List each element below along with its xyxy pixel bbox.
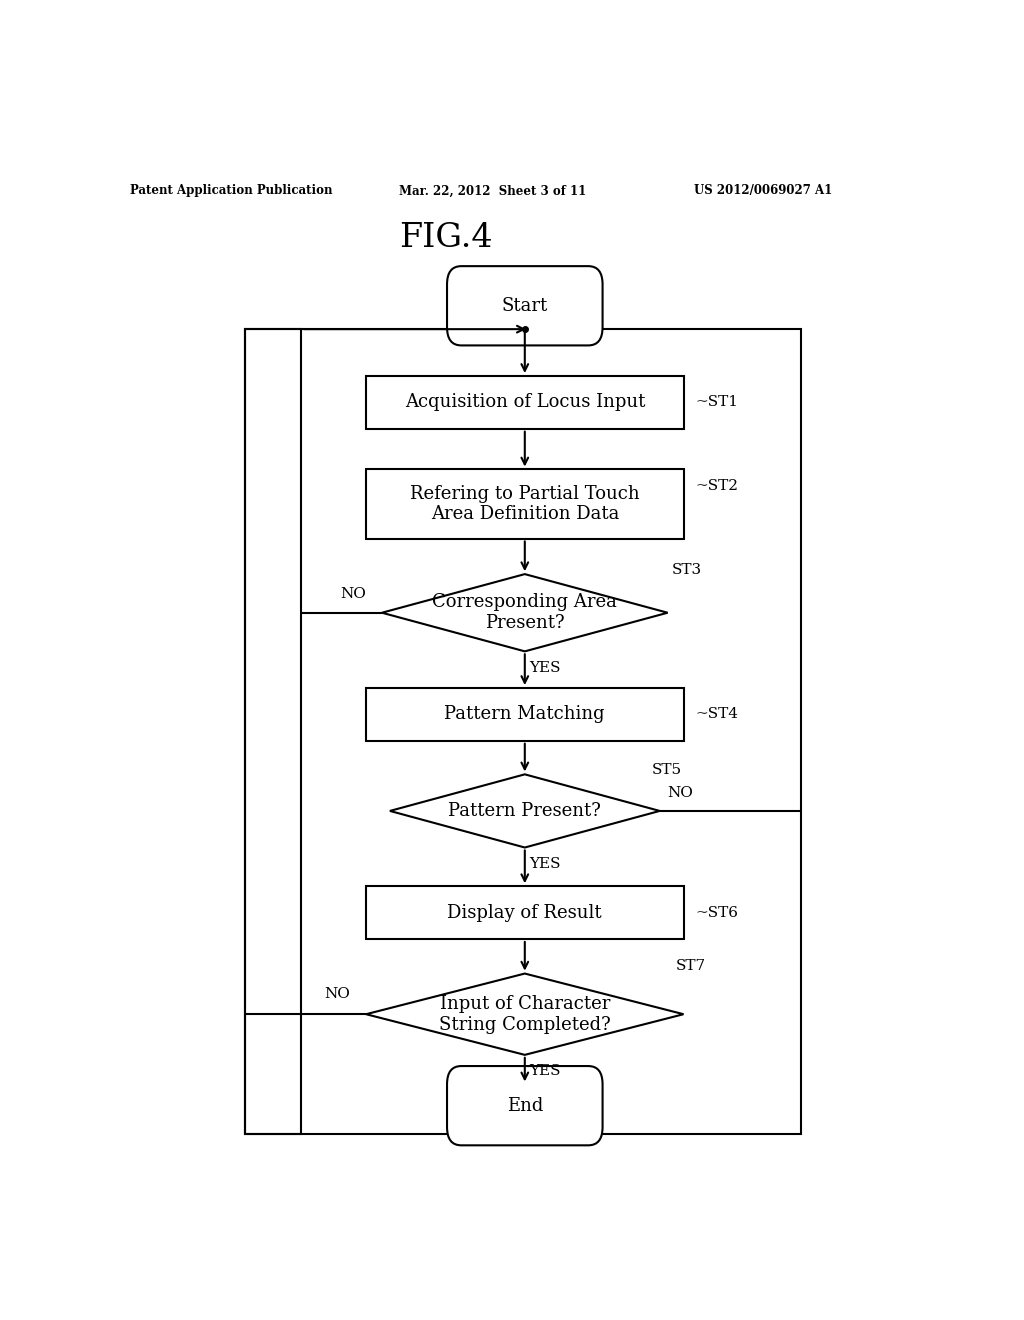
Bar xyxy=(367,886,684,939)
Text: YES: YES xyxy=(528,1064,560,1078)
Bar xyxy=(367,376,684,429)
Text: YES: YES xyxy=(528,660,560,675)
Text: End: End xyxy=(507,1097,543,1114)
Text: ST7: ST7 xyxy=(676,960,706,973)
Bar xyxy=(246,329,801,1134)
FancyBboxPatch shape xyxy=(447,1067,602,1146)
Text: Start: Start xyxy=(502,297,548,314)
Bar xyxy=(367,470,684,539)
Text: ST3: ST3 xyxy=(672,564,701,577)
Text: NO: NO xyxy=(668,785,693,800)
Polygon shape xyxy=(367,974,684,1055)
Text: Pattern Matching: Pattern Matching xyxy=(444,705,605,723)
Text: ST5: ST5 xyxy=(652,763,682,777)
Text: FIG.4: FIG.4 xyxy=(398,222,493,253)
Text: Corresponding Area
Present?: Corresponding Area Present? xyxy=(432,593,617,632)
Bar xyxy=(246,329,301,1134)
Text: NO: NO xyxy=(325,987,350,1001)
Text: Display of Result: Display of Result xyxy=(447,904,602,921)
Bar xyxy=(367,688,684,741)
Text: NO: NO xyxy=(340,587,367,602)
Text: ~ST4: ~ST4 xyxy=(695,708,738,721)
Polygon shape xyxy=(390,775,659,847)
Text: Patent Application Publication: Patent Application Publication xyxy=(130,185,333,198)
Text: Refering to Partial Touch
Area Definition Data: Refering to Partial Touch Area Definitio… xyxy=(410,484,640,523)
Text: Mar. 22, 2012  Sheet 3 of 11: Mar. 22, 2012 Sheet 3 of 11 xyxy=(399,185,587,198)
Text: Pattern Present?: Pattern Present? xyxy=(449,803,601,820)
FancyBboxPatch shape xyxy=(447,267,602,346)
Text: YES: YES xyxy=(528,857,560,871)
Text: Input of Character
String Completed?: Input of Character String Completed? xyxy=(439,995,610,1034)
Text: ~ST2: ~ST2 xyxy=(695,479,738,492)
Text: Acquisition of Locus Input: Acquisition of Locus Input xyxy=(404,393,645,412)
Text: ~ST1: ~ST1 xyxy=(695,395,738,409)
Polygon shape xyxy=(382,574,668,651)
Text: ~ST6: ~ST6 xyxy=(695,906,738,920)
Text: US 2012/0069027 A1: US 2012/0069027 A1 xyxy=(693,185,833,198)
